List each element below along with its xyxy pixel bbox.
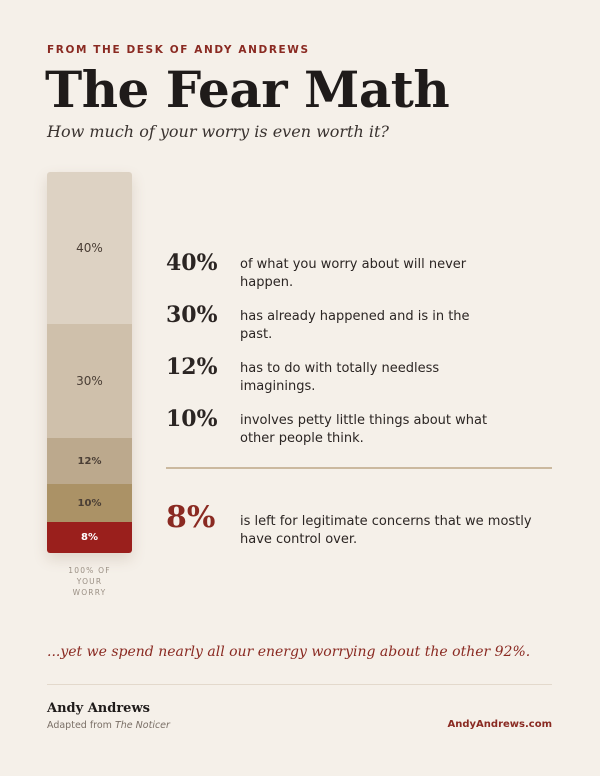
stacked-bar: 40% 30% 12% 10% 8% (47, 172, 132, 553)
bar-segment: 30% (47, 324, 132, 438)
bar-segment-label: 12% (77, 455, 102, 467)
stat-percent: 30% (166, 302, 218, 328)
author-name: Andy Andrews (47, 701, 150, 716)
bar-segment: 40% (47, 172, 132, 324)
stat-percent: 40% (166, 250, 218, 276)
bar-segment-label: 8% (81, 532, 98, 543)
highlight-description: is left for legitimate concerns that we … (240, 514, 532, 547)
site-link[interactable]: AndyAndrews.com (447, 719, 552, 730)
adapted-source: The Noticer (114, 720, 170, 731)
bar-caption-line: 100% OF (68, 566, 111, 575)
stat-percent: 12% (166, 354, 218, 380)
bar-caption-line: WORRY (72, 588, 107, 597)
bar-segment: 8% (47, 522, 132, 553)
bar-caption-line: YOUR (76, 577, 103, 586)
bar-segment-label: 30% (76, 374, 103, 388)
stat-description: involves petty little things about what … (240, 413, 488, 446)
bar-segment: 12% (47, 438, 132, 484)
highlight-percent: 8% (166, 500, 216, 535)
bar-caption: 100% OF YOUR WORRY (47, 565, 132, 598)
page-title: The Fear Math (45, 60, 450, 119)
subtitle: How much of your worry is even worth it? (47, 122, 389, 141)
stat-percent: 10% (166, 406, 218, 432)
bar-segment-label: 40% (76, 241, 103, 255)
stat-description: has to do with totally needless imaginin… (240, 361, 440, 394)
stat-description: has already happened and is in the past. (240, 309, 470, 342)
divider (166, 467, 552, 469)
bar-segment: 10% (47, 484, 132, 522)
stat-description: of what you worry about will never happe… (240, 257, 467, 290)
closing-line: ...yet we spend nearly all our energy wo… (47, 644, 531, 660)
footer-rule (47, 684, 552, 685)
adapted-prefix: Adapted from (47, 720, 112, 731)
bar-segment-label: 10% (77, 497, 102, 509)
adapted-credit: Adapted from The Noticer (47, 720, 170, 731)
eyebrow: FROM THE DESK OF ANDY ANDREWS (47, 44, 310, 56)
